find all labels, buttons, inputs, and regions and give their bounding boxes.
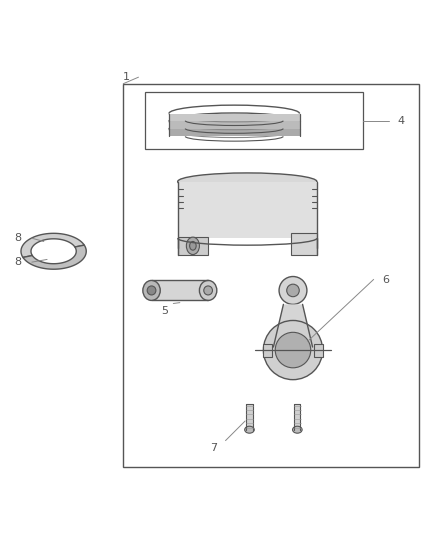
Ellipse shape bbox=[199, 280, 217, 301]
Text: 7: 7 bbox=[210, 443, 217, 453]
Polygon shape bbox=[273, 304, 313, 347]
Bar bbox=[247, 403, 253, 430]
Circle shape bbox=[275, 332, 311, 368]
Ellipse shape bbox=[287, 284, 299, 297]
Ellipse shape bbox=[178, 173, 317, 190]
Bar bbox=[263, 344, 272, 357]
Polygon shape bbox=[21, 233, 84, 257]
Bar bbox=[145, 92, 363, 149]
Bar bbox=[294, 403, 300, 430]
Ellipse shape bbox=[190, 241, 196, 250]
Text: 4: 4 bbox=[397, 116, 405, 126]
Ellipse shape bbox=[143, 280, 160, 301]
Ellipse shape bbox=[147, 286, 156, 295]
Bar bbox=[169, 129, 300, 136]
Circle shape bbox=[263, 320, 322, 379]
Bar bbox=[314, 344, 322, 357]
Ellipse shape bbox=[293, 426, 302, 433]
Text: 5: 5 bbox=[161, 305, 168, 316]
Ellipse shape bbox=[186, 237, 199, 255]
Bar bbox=[178, 182, 317, 238]
Ellipse shape bbox=[279, 277, 307, 304]
Bar bbox=[169, 122, 300, 128]
Text: 6: 6 bbox=[382, 274, 389, 285]
Polygon shape bbox=[291, 233, 317, 255]
Polygon shape bbox=[178, 237, 208, 255]
Bar bbox=[123, 84, 419, 467]
Ellipse shape bbox=[204, 286, 212, 295]
Text: 1: 1 bbox=[123, 72, 130, 82]
Bar bbox=[152, 280, 208, 301]
Text: 8: 8 bbox=[14, 257, 21, 267]
Text: 8: 8 bbox=[14, 233, 21, 243]
Polygon shape bbox=[23, 245, 86, 269]
Bar bbox=[169, 114, 300, 120]
Ellipse shape bbox=[245, 426, 254, 433]
